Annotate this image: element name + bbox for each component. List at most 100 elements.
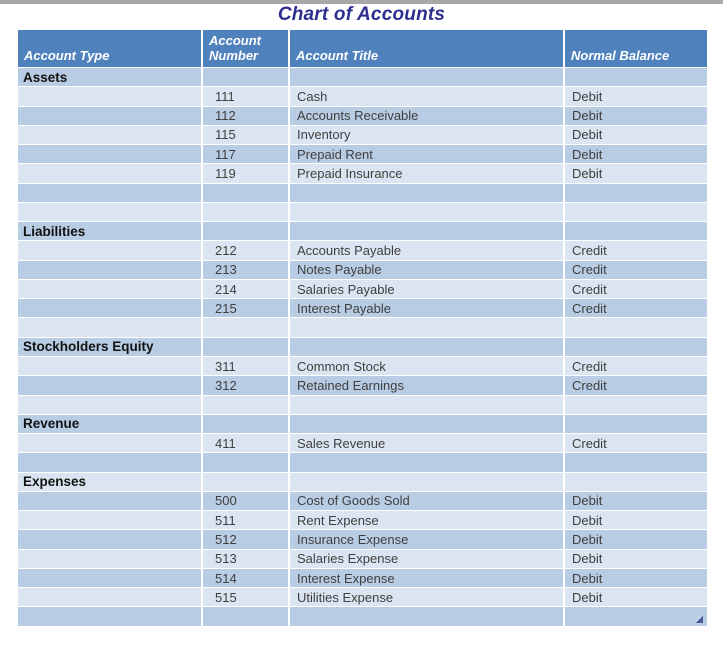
cell-normal-balance[interactable] bbox=[565, 222, 707, 240]
cell-account-number[interactable]: 500 bbox=[203, 491, 290, 511]
cell-normal-balance[interactable] bbox=[565, 415, 707, 433]
cell-normal-balance[interactable]: Credit bbox=[572, 281, 607, 297]
cell-account-number[interactable] bbox=[203, 472, 290, 491]
cell-account-number[interactable] bbox=[203, 395, 290, 414]
cell-account-number[interactable] bbox=[203, 414, 290, 434]
cell-account-number[interactable]: 212 bbox=[203, 241, 290, 260]
cell-account-type[interactable] bbox=[18, 125, 203, 145]
cell-account-type[interactable] bbox=[18, 164, 203, 183]
cell-account-type[interactable]: Assets bbox=[18, 68, 203, 87]
cell-account-title[interactable]: Salaries Expense bbox=[290, 549, 565, 568]
cell-account-type[interactable] bbox=[18, 241, 203, 260]
cell-account-number[interactable] bbox=[203, 183, 290, 202]
cell-account-type[interactable] bbox=[18, 318, 203, 337]
cell-account-title[interactable] bbox=[290, 337, 565, 356]
cell-account-title[interactable] bbox=[290, 607, 565, 626]
cell-account-number[interactable]: 112 bbox=[203, 106, 290, 125]
cell-account-number[interactable]: 213 bbox=[203, 260, 290, 279]
cell-account-number[interactable]: 411 bbox=[203, 434, 290, 453]
cell-account-title[interactable]: Retained Earnings bbox=[290, 376, 565, 395]
cell-account-type[interactable] bbox=[18, 106, 203, 125]
cell-normal-balance[interactable]: Credit bbox=[572, 377, 607, 393]
cell-normal-balance[interactable]: Debit bbox=[572, 146, 603, 162]
cell-account-title[interactable] bbox=[290, 414, 565, 434]
cell-account-number[interactable] bbox=[203, 222, 290, 241]
cell-account-type[interactable] bbox=[18, 87, 203, 106]
cell-account-number[interactable] bbox=[203, 68, 290, 87]
cell-account-title[interactable]: Interest Expense bbox=[290, 568, 565, 588]
cell-normal-balance[interactable] bbox=[565, 396, 707, 414]
cell-normal-balance[interactable] bbox=[565, 473, 707, 491]
column-header-normal-balance[interactable]: Normal Balance bbox=[571, 48, 670, 64]
cell-account-title[interactable] bbox=[290, 318, 565, 337]
cell-normal-balance[interactable]: Debit bbox=[572, 108, 603, 124]
cell-normal-balance[interactable]: Credit bbox=[572, 358, 607, 374]
page-title[interactable]: Chart of Accounts bbox=[277, 4, 446, 25]
cell-account-title[interactable]: Sales Revenue bbox=[290, 434, 565, 453]
cell-account-type[interactable]: Liabilities bbox=[18, 222, 203, 241]
cell-account-title[interactable]: Cash bbox=[290, 87, 565, 106]
column-header-account-number[interactable]: Account Number bbox=[203, 30, 290, 67]
cell-account-title[interactable] bbox=[290, 453, 565, 472]
cell-account-number[interactable] bbox=[203, 607, 290, 626]
cell-account-number[interactable]: 119 bbox=[203, 164, 290, 183]
cell-normal-balance[interactable]: Debit bbox=[572, 88, 603, 104]
cell-account-type[interactable] bbox=[18, 376, 203, 395]
cell-account-title[interactable] bbox=[290, 68, 565, 87]
cell-account-type[interactable]: Stockholders Equity bbox=[18, 337, 203, 356]
cell-account-number[interactable]: 514 bbox=[203, 568, 290, 588]
cell-account-number[interactable]: 312 bbox=[203, 376, 290, 395]
cell-normal-balance[interactable]: Debit bbox=[572, 551, 603, 567]
cell-account-title[interactable] bbox=[290, 183, 565, 202]
cell-normal-balance[interactable]: Debit bbox=[572, 570, 603, 586]
cell-normal-balance[interactable] bbox=[565, 607, 707, 625]
cell-normal-balance[interactable] bbox=[565, 203, 707, 221]
cell-normal-balance[interactable]: Debit bbox=[572, 512, 603, 528]
cell-account-type[interactable]: Revenue bbox=[18, 414, 203, 434]
cell-normal-balance[interactable] bbox=[565, 318, 707, 336]
cell-normal-balance[interactable]: Credit bbox=[572, 243, 607, 259]
cell-normal-balance[interactable] bbox=[565, 68, 707, 86]
cell-account-type[interactable] bbox=[18, 530, 203, 549]
cell-account-title[interactable]: Salaries Payable bbox=[290, 279, 565, 299]
cell-account-title[interactable]: Inventory bbox=[290, 125, 565, 145]
column-header-account-type[interactable]: Account Type bbox=[18, 30, 203, 67]
cell-normal-balance[interactable]: Debit bbox=[572, 589, 603, 605]
cell-account-title[interactable]: Cost of Goods Sold bbox=[290, 491, 565, 511]
cell-account-type[interactable]: Expenses bbox=[18, 472, 203, 491]
cell-account-number[interactable]: 215 bbox=[203, 299, 290, 318]
table-resize-handle-icon[interactable] bbox=[695, 614, 703, 623]
cell-account-title[interactable] bbox=[290, 472, 565, 491]
cell-account-number[interactable]: 117 bbox=[203, 145, 290, 164]
cell-account-number[interactable] bbox=[203, 202, 290, 222]
cell-account-type[interactable] bbox=[18, 434, 203, 453]
cell-account-number[interactable]: 115 bbox=[203, 125, 290, 145]
cell-normal-balance[interactable]: Debit bbox=[572, 165, 603, 181]
cell-account-title[interactable]: Notes Payable bbox=[290, 260, 565, 279]
cell-normal-balance[interactable] bbox=[565, 338, 707, 356]
cell-account-number[interactable]: 515 bbox=[203, 588, 290, 607]
cell-account-title[interactable]: Insurance Expense bbox=[290, 530, 565, 549]
cell-account-type[interactable] bbox=[18, 356, 203, 376]
cell-account-title[interactable]: Utilities Expense bbox=[290, 588, 565, 607]
cell-account-number[interactable] bbox=[203, 337, 290, 356]
cell-account-title[interactable]: Prepaid Insurance bbox=[290, 164, 565, 183]
cell-normal-balance[interactable]: Credit bbox=[572, 262, 607, 278]
cell-account-number[interactable]: 111 bbox=[203, 87, 290, 106]
cell-account-title[interactable]: Interest Payable bbox=[290, 299, 565, 318]
cell-account-type[interactable] bbox=[18, 260, 203, 279]
cell-account-type[interactable] bbox=[18, 549, 203, 568]
cell-account-type[interactable] bbox=[18, 607, 203, 626]
cell-account-number[interactable]: 512 bbox=[203, 530, 290, 549]
cell-normal-balance[interactable]: Credit bbox=[572, 300, 607, 316]
cell-normal-balance[interactable] bbox=[565, 184, 707, 202]
cell-account-number[interactable] bbox=[203, 453, 290, 472]
cell-account-number[interactable]: 311 bbox=[203, 356, 290, 376]
cell-account-type[interactable] bbox=[18, 299, 203, 318]
cell-account-title[interactable] bbox=[290, 222, 565, 241]
cell-normal-balance[interactable]: Debit bbox=[572, 493, 603, 509]
cell-account-title[interactable] bbox=[290, 202, 565, 222]
cell-account-number[interactable] bbox=[203, 318, 290, 337]
cell-account-title[interactable]: Prepaid Rent bbox=[290, 145, 565, 164]
cell-account-title[interactable]: Accounts Receivable bbox=[290, 106, 565, 125]
